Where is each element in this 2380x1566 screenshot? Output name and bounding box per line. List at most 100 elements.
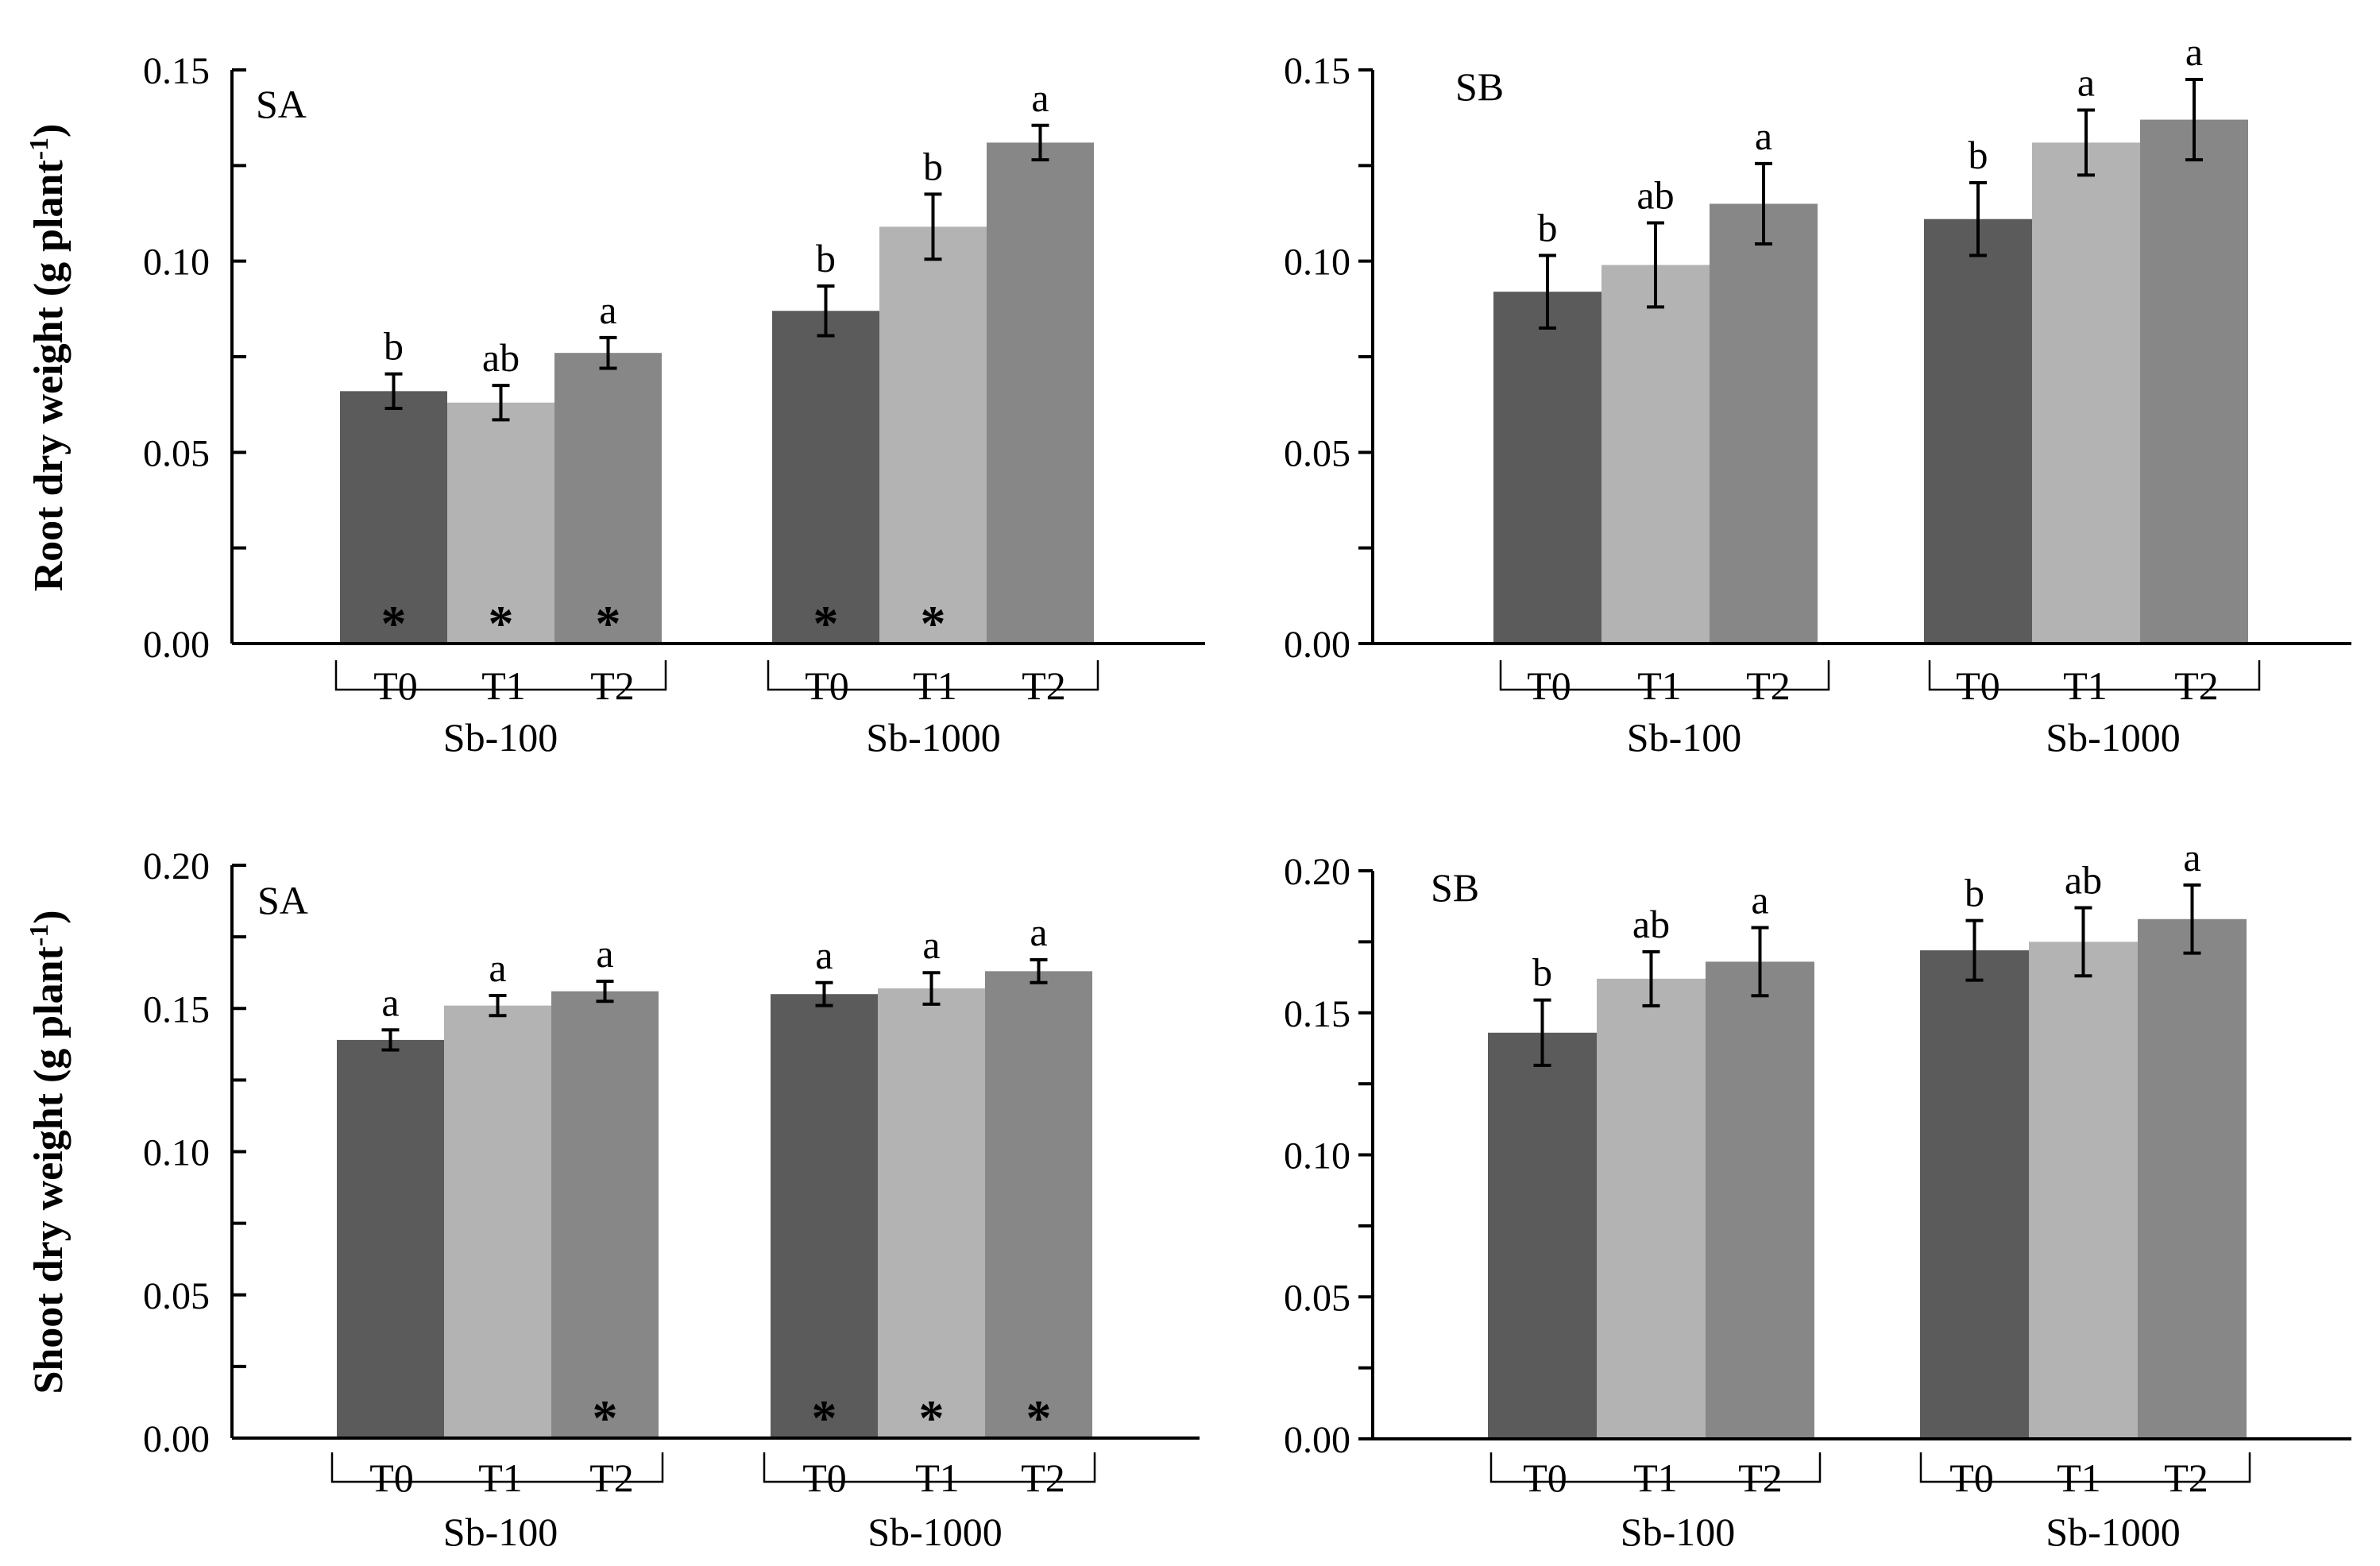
significance-letter: a <box>1751 878 1768 922</box>
group-bracket <box>1489 1452 1822 1483</box>
significance-letter: a <box>1031 75 1049 120</box>
significance-letter: a <box>2183 835 2200 880</box>
treatment-label: T0 <box>373 663 418 708</box>
bar-sb-1000-t2 <box>2140 119 2248 644</box>
treatment-label: T2 <box>590 663 635 708</box>
treatment-label: T1 <box>478 1456 523 1500</box>
significance-letter: b <box>923 144 943 188</box>
bar-sb-1000-t0 <box>771 994 878 1438</box>
group-label: Sb-1000 <box>2046 715 2180 760</box>
treatment-label: T2 <box>1746 663 1791 708</box>
treatment-label: T2 <box>2164 1456 2208 1500</box>
bar-sb-1000-t0 <box>1924 218 2032 644</box>
bar-sb-1000-t2 <box>985 971 1092 1438</box>
bar-sb-100-t0 <box>340 391 447 644</box>
y-tick-label: 0.15 <box>1284 50 1350 92</box>
bar-sb-1000-t1 <box>2032 142 2140 644</box>
group-label: Sb-100 <box>1627 715 1741 760</box>
bar-sb-100-t2 <box>1706 961 1814 1439</box>
significance-letter: ab <box>482 335 520 380</box>
treatment-label: T1 <box>2057 1456 2101 1500</box>
group-bracket <box>767 660 1099 691</box>
treatment-label: T1 <box>1637 663 1682 708</box>
bar-sb-100-t2 <box>1710 203 1818 644</box>
significance-letter: a <box>489 945 506 990</box>
group-label: Sb-100 <box>1621 1510 1735 1554</box>
treatment-label: T0 <box>1949 1456 1994 1500</box>
treatment-label: T2 <box>1738 1456 1783 1500</box>
significance-letter: a <box>381 980 399 1024</box>
significance-letter: a <box>1030 910 1047 954</box>
significance-letter: ab <box>1636 173 1674 218</box>
group-bracket <box>763 1452 1096 1483</box>
y-tick-label: 0.05 <box>143 1275 210 1317</box>
treatment-label: T2 <box>1022 663 1066 708</box>
significance-letter: b <box>816 236 836 280</box>
significance-letter: ab <box>2065 857 2102 902</box>
treatment-label: T1 <box>915 1456 960 1500</box>
y-tick-label: 0.10 <box>1284 242 1350 284</box>
bar-sb-100-t2 <box>554 353 662 644</box>
bar-sb-1000-t2 <box>2138 918 2247 1439</box>
bar-sb-100-t1 <box>444 1005 551 1438</box>
group-label: Sb-1000 <box>2046 1510 2180 1554</box>
y-tick-label: 0.10 <box>143 242 210 284</box>
y-tick-label: 0.05 <box>1284 432 1350 474</box>
treatment-label: T2 <box>1021 1456 1065 1500</box>
y-tick-label: 0.15 <box>143 988 210 1030</box>
y-tick-label: 0.00 <box>143 1418 210 1460</box>
group-label: Sb-1000 <box>866 715 1000 760</box>
treatment-label: T0 <box>1523 1456 1567 1500</box>
y-tick-label: 0.20 <box>1284 851 1350 893</box>
group-bracket <box>1928 660 2261 691</box>
treatment-label: T1 <box>913 663 957 708</box>
group-bracket <box>1919 1452 2251 1483</box>
treatment-label: T1 <box>2063 663 2108 708</box>
bar-sb-1000-t0 <box>1920 950 2029 1439</box>
panel-label: SB <box>1431 865 1479 910</box>
significance-letter: a <box>596 931 613 976</box>
significance-letter: b <box>384 324 404 369</box>
y-axis-title: Root dry weight (g plant-1) <box>25 124 71 592</box>
significance-letter: b <box>1969 133 1988 177</box>
group-bracket <box>1499 660 1830 691</box>
y-tick-label: 0.00 <box>1284 1419 1350 1461</box>
significance-letter: a <box>2077 60 2095 105</box>
bar-sb-100-t1 <box>1597 978 1706 1439</box>
significance-letter: a <box>815 933 833 977</box>
treatment-label: T0 <box>1527 663 1571 708</box>
bar-sb-100-t1 <box>1601 265 1710 644</box>
y-tick-label: 0.05 <box>143 432 210 474</box>
bar-sb-100-t0 <box>337 1039 444 1438</box>
panel-label: SA <box>256 82 307 126</box>
significance-letter: a <box>2185 29 2203 74</box>
y-tick-label: 0.20 <box>143 845 210 887</box>
bar-sb-100-t0 <box>1493 292 1601 644</box>
treatment-label: T0 <box>369 1456 414 1500</box>
significance-letter: a <box>1755 114 1772 158</box>
group-label: Sb-100 <box>443 715 558 760</box>
y-tick-label: 0.05 <box>1284 1277 1350 1319</box>
y-tick-label: 0.00 <box>143 624 210 666</box>
group-label: Sb-1000 <box>867 1510 1002 1554</box>
bar-sb-1000-t1 <box>879 226 987 644</box>
significance-letter: b <box>1538 205 1558 249</box>
treatment-label: T2 <box>589 1456 634 1500</box>
panel-label: SB <box>1455 64 1504 109</box>
significance-letter: b <box>1532 950 1552 995</box>
bar-sb-100-t1 <box>447 402 554 644</box>
y-tick-label: 0.15 <box>1284 993 1350 1035</box>
significance-letter: b <box>1965 871 1984 915</box>
significance-letter: a <box>922 922 940 967</box>
y-tick-label: 0.10 <box>1284 1135 1350 1177</box>
y-tick-label: 0.10 <box>143 1132 210 1174</box>
bar-sb-1000-t0 <box>772 311 879 644</box>
group-bracket <box>334 660 667 691</box>
bar-sb-1000-t1 <box>2029 942 2138 1439</box>
treatment-label: T0 <box>1956 663 2000 708</box>
y-axis-title: Shoot dry weight (g plant-1) <box>25 910 71 1394</box>
